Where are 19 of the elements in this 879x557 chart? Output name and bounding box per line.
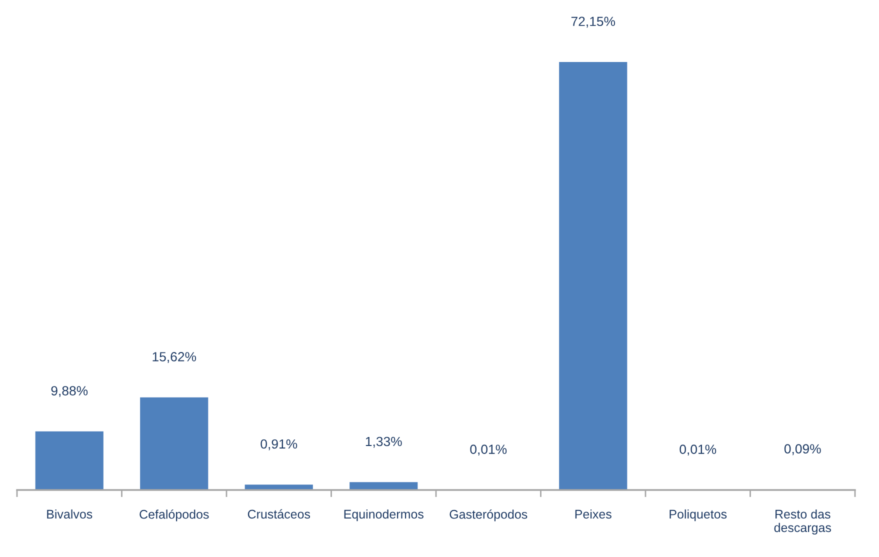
bar <box>35 431 104 490</box>
x-tick-label: Peixes <box>575 509 612 519</box>
x-tick-label: Bivalvos <box>47 509 92 519</box>
x-tick-label: Resto das descargas <box>774 509 832 535</box>
x-tick-label: Equinodermos <box>344 509 424 522</box>
data-label: 1,33% <box>366 436 402 448</box>
x-tick-label: Poliquetos <box>670 509 727 522</box>
x-tick-label: Cefalópodos <box>140 509 209 522</box>
data-label: 9,88% <box>51 386 88 398</box>
bar <box>140 397 208 490</box>
bar <box>559 62 628 490</box>
x-tick-label: Crustáceos <box>248 509 310 519</box>
data-label: 0,09% <box>784 444 821 456</box>
x-tick-label: Gasterópodos <box>450 509 528 522</box>
data-label: 0,01% <box>680 444 716 456</box>
data-label: 15,62% <box>152 352 196 363</box>
data-label: 0,91% <box>260 439 298 450</box>
data-label: 0,01% <box>470 444 507 456</box>
data-label: 72,15% <box>571 16 616 28</box>
